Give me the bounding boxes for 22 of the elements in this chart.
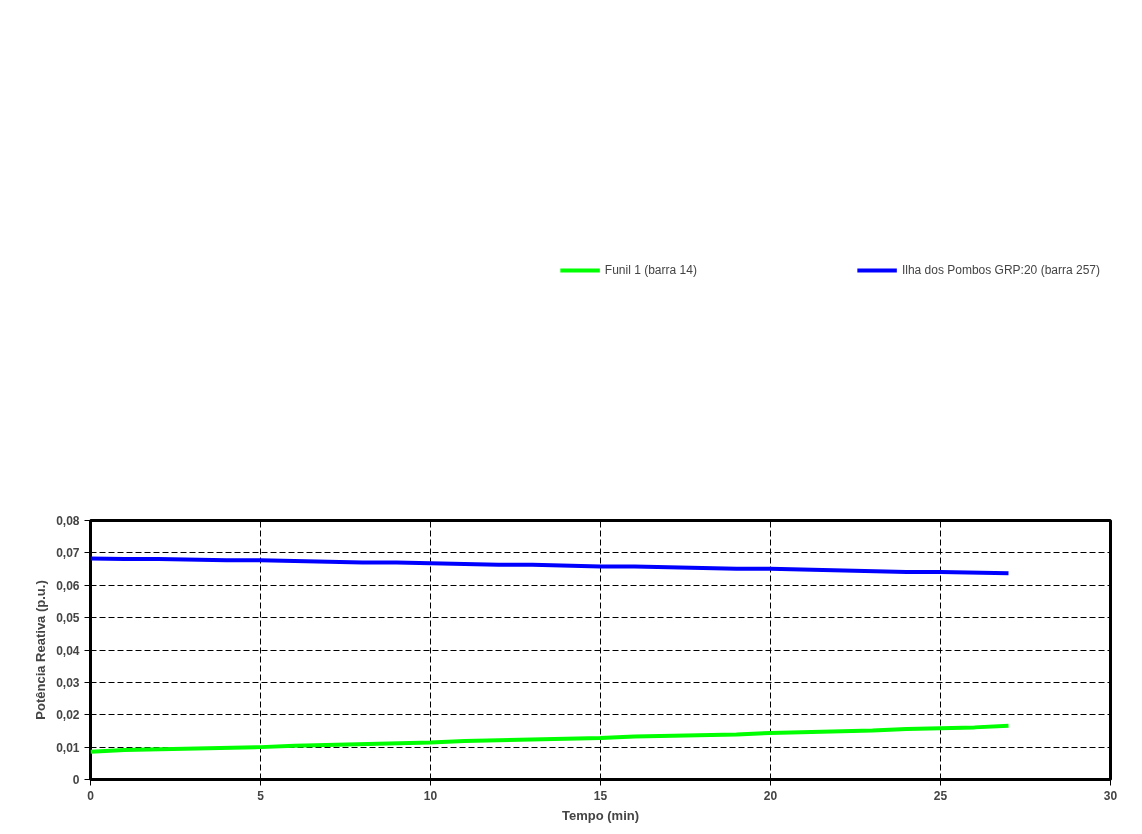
x-tick-label: 0: [87, 788, 95, 803]
y-tick-label: 0,08: [56, 514, 80, 528]
y-tick-label: 0,05: [56, 611, 80, 626]
legend-label: Ilha dos Pombos GRP:20 (barra 257): [901, 263, 1100, 277]
y-tick-label: 0,06: [56, 578, 80, 593]
x-tick-label: 5: [257, 788, 265, 803]
y-tick-label: 0,02: [56, 708, 80, 723]
y-tick-label: 0,03: [56, 675, 80, 690]
line-series: [90, 556, 1011, 576]
y-tick-label: 0,01: [56, 740, 80, 755]
y-axis-title: Potência Reativa (p.u.): [33, 580, 49, 720]
legend-label: Funil 1 (barra 14): [604, 263, 697, 277]
x-axis-title: Tempo (min): [561, 807, 640, 823]
x-tick-label: 20: [763, 788, 778, 803]
line-series: [90, 723, 1011, 754]
x-tick-label: 25: [933, 788, 948, 803]
y-tick-label: 0,07: [56, 546, 80, 561]
x-tick-label: 15: [593, 788, 608, 803]
x-tick-label: 10: [423, 788, 438, 803]
y-tick-label: 0,04: [56, 643, 80, 658]
y-tick-label: 0: [72, 773, 80, 787]
x-tick-label: 30: [1103, 788, 1118, 803]
